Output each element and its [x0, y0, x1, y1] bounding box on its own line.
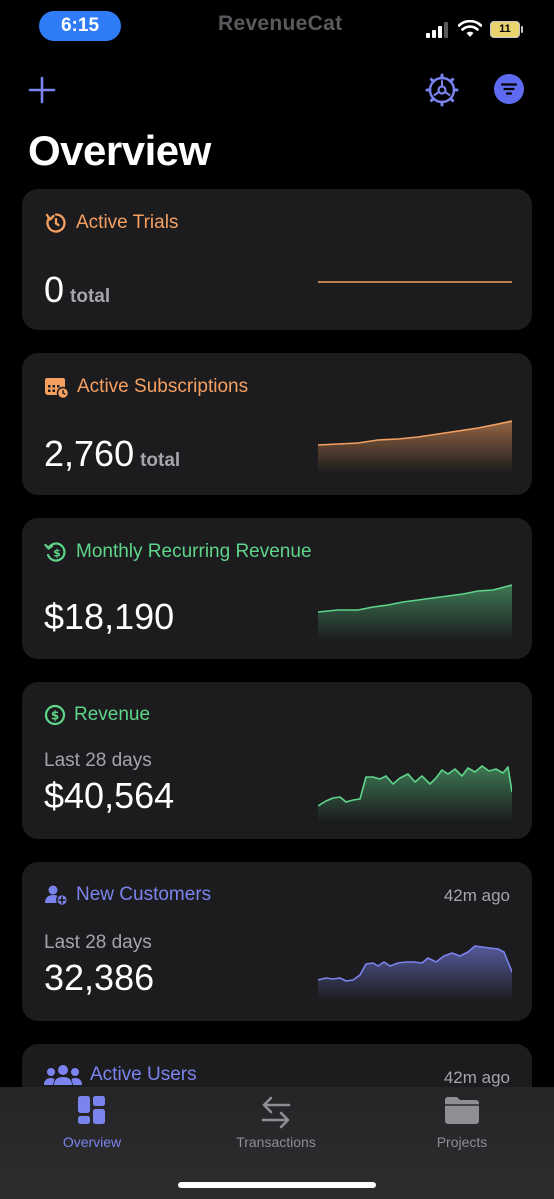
battery-nub [521, 26, 523, 33]
new-customers-sparkline [318, 945, 512, 1000]
mrr-value: $18,190 [44, 596, 175, 637]
status-bar: 6:15 RevenueCat 11 [0, 0, 554, 56]
folder-icon [445, 1097, 479, 1124]
updated-timestamp: 42m ago [443, 886, 510, 905]
card-header: Active Trials [44, 211, 178, 235]
svg-text:$: $ [53, 547, 61, 560]
new-customers-value: 32,386 [44, 957, 155, 998]
page-title: Overview [28, 127, 211, 174]
revenue-sparkline [318, 765, 512, 822]
trials-sparkline [318, 281, 512, 283]
gear-icon[interactable] [425, 73, 459, 107]
tab-label: Projects [436, 1134, 488, 1150]
updated-timestamp: 42m ago [443, 1068, 510, 1087]
calendar-icon [45, 378, 69, 399]
tab-projects[interactable]: Projects [392, 1095, 532, 1150]
carrier-label: RevenueCat [218, 12, 343, 35]
card-value: 2,760 total [44, 433, 180, 475]
svg-text:$: $ [51, 709, 59, 723]
period-label: Last 28 days [44, 750, 152, 771]
card-value: 0 total [44, 269, 110, 311]
timer-icon [45, 213, 66, 233]
tab-overview[interactable]: Overview [22, 1095, 162, 1150]
value-unit: total [70, 286, 111, 307]
revenue-card[interactable]: $ Revenue Last 28 days $40,564 [22, 682, 532, 839]
mrr-card[interactable]: $ Monthly Recurring Revenue $18,190 [22, 518, 532, 659]
tab-label: Overview [62, 1134, 122, 1150]
card-header: Active Subscriptions [44, 375, 248, 399]
tab-transactions[interactable]: Transactions [206, 1095, 346, 1150]
card-title: Active Subscriptions [77, 376, 249, 397]
card-header: New Customers [44, 884, 211, 906]
status-time[interactable]: 6:15 [39, 11, 121, 41]
value-unit: total [140, 450, 181, 471]
tab-bar: Overview Transactions Projects [0, 1087, 554, 1199]
subscriptions-sparkline [318, 420, 512, 473]
cellular-signal-icon [426, 22, 448, 38]
battery-indicator: 11 [490, 21, 520, 38]
card-title: Revenue [74, 704, 151, 725]
card-title: Active Users [90, 1064, 197, 1085]
active-subscriptions-card[interactable]: Active Subscriptions 2,760 total [22, 353, 532, 495]
subscriptions-count: 2,760 [44, 433, 135, 474]
home-indicator[interactable] [178, 1182, 376, 1188]
card-title: Monthly Recurring Revenue [76, 541, 312, 562]
dollar-circle-icon: $ [44, 704, 66, 726]
tab-label: Transactions [236, 1134, 316, 1150]
new-customers-card[interactable]: New Customers 42m ago Last 28 days 32,38… [22, 862, 532, 1021]
add-user-icon [45, 885, 68, 906]
arrows-swap-icon [261, 1096, 291, 1129]
plus-icon[interactable] [28, 76, 56, 104]
card-header: Active Users [44, 1064, 197, 1086]
mrr-sparkline [318, 584, 512, 640]
wifi-icon [458, 20, 482, 37]
card-title: New Customers [76, 884, 212, 905]
trials-count: 0 [44, 269, 65, 310]
recurring-dollar-icon: $ [44, 542, 66, 562]
revenue-value: $40,564 [44, 775, 175, 816]
users-icon [44, 1065, 82, 1085]
card-header: $ Monthly Recurring Revenue [44, 540, 312, 564]
card-title: Active Trials [76, 212, 179, 233]
filter-icon[interactable] [494, 74, 524, 104]
card-header: $ Revenue [44, 704, 150, 726]
period-label: Last 28 days [44, 932, 152, 953]
active-trials-card[interactable]: Active Trials 0 total [22, 189, 532, 330]
dashboard-icon [78, 1096, 105, 1124]
